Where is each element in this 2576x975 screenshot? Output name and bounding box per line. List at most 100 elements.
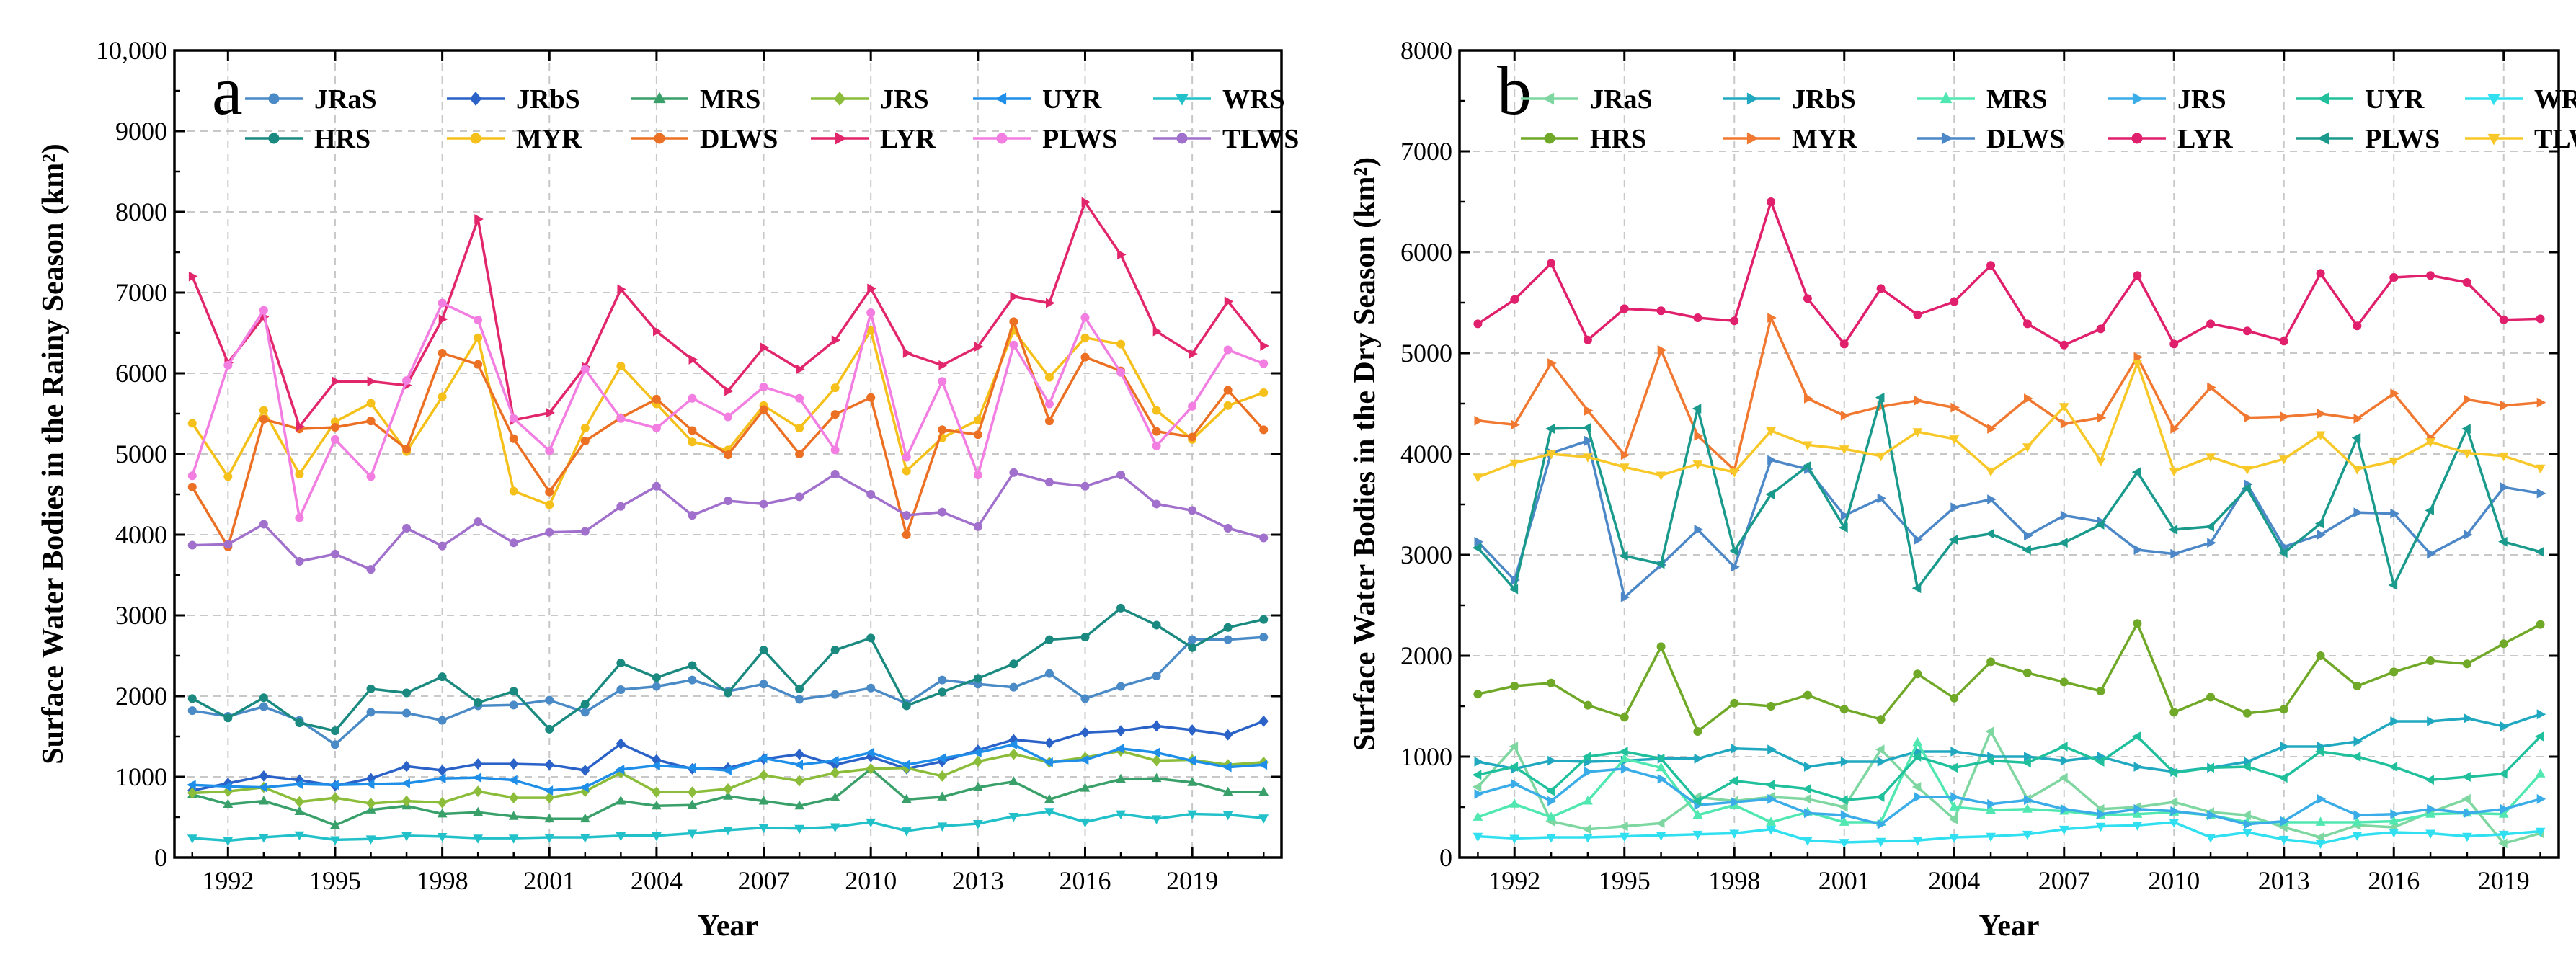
data-point	[187, 540, 197, 550]
data-point	[2058, 742, 2068, 752]
data-point	[1767, 455, 1777, 466]
data-point	[2426, 656, 2435, 665]
data-point	[2316, 651, 2325, 660]
data-point	[2279, 337, 2288, 346]
data-point	[1839, 445, 1849, 455]
data-point	[2207, 810, 2216, 821]
data-point	[1655, 818, 1665, 829]
data-point	[2060, 510, 2070, 521]
data-point	[2461, 793, 2471, 804]
data-point	[580, 708, 590, 717]
data-point	[2353, 810, 2363, 821]
data-point	[938, 687, 947, 697]
legend-item-myr: MYR	[1723, 124, 1857, 154]
data-point	[2278, 835, 2289, 845]
data-point	[866, 308, 876, 317]
legend-label: MYR	[516, 124, 582, 154]
data-point	[2280, 742, 2290, 752]
data-point	[867, 283, 876, 294]
data-point	[2500, 803, 2510, 814]
panel-letter: b	[1497, 52, 1532, 129]
data-point	[1547, 796, 1557, 806]
data-point	[2169, 819, 2180, 828]
y-tick-label: 2000	[115, 682, 167, 711]
data-point	[330, 819, 340, 829]
data-point	[1986, 804, 1996, 814]
data-point	[972, 781, 983, 791]
data-point	[1188, 401, 1197, 411]
data-point	[759, 405, 768, 414]
data-point	[2095, 520, 2105, 530]
data-point	[2022, 545, 2031, 555]
data-point	[1222, 811, 1233, 821]
data-point	[402, 445, 412, 454]
data-point	[1080, 633, 1090, 642]
data-point	[2499, 315, 2508, 324]
data-point	[2169, 467, 2180, 477]
data-point	[2022, 668, 2032, 677]
data-point	[2498, 838, 2508, 849]
data-point	[366, 472, 376, 481]
data-point	[830, 445, 840, 455]
data-point	[1767, 744, 1777, 755]
data-point	[473, 806, 484, 816]
data-point	[2317, 530, 2327, 540]
data-point	[474, 316, 483, 325]
data-point	[366, 565, 376, 574]
data-point	[1619, 821, 1628, 832]
data-point	[724, 450, 732, 460]
data-point	[830, 470, 840, 478]
data-point	[544, 834, 555, 843]
data-point	[1875, 744, 1885, 755]
data-point	[1655, 753, 1665, 764]
legend-item-uyr: UYR	[2296, 84, 2425, 115]
series-line	[1477, 730, 2541, 845]
data-point	[2280, 411, 2290, 422]
data-point	[686, 762, 696, 773]
data-point	[2500, 482, 2510, 493]
data-point	[545, 724, 554, 734]
data-point	[401, 778, 410, 788]
data-point	[1987, 798, 1997, 809]
data-point	[1839, 816, 1849, 826]
data-point	[1875, 452, 1886, 462]
x-tick-label: 1992	[1488, 866, 1540, 895]
data-point	[1656, 642, 1666, 651]
data-point	[2205, 521, 2214, 532]
data-point	[2390, 809, 2399, 819]
data-point	[437, 808, 448, 818]
data-point	[1839, 705, 1849, 714]
data-point	[438, 716, 447, 725]
data-point	[223, 472, 233, 481]
y-axis-title: Surface Water Bodies in the Rainy Season…	[37, 143, 70, 765]
data-point	[973, 430, 982, 440]
data-point	[1260, 341, 1269, 351]
y-tick-label: 8000	[115, 197, 167, 226]
data-point	[1188, 506, 1197, 515]
data-point	[723, 783, 733, 795]
data-point	[2131, 731, 2141, 742]
legend-item-jras: JRaS	[245, 84, 377, 115]
data-point	[1259, 633, 1269, 642]
grid	[1460, 50, 2559, 858]
data-point	[258, 795, 269, 805]
data-point	[2278, 548, 2288, 558]
data-point	[901, 760, 910, 770]
data-point	[1151, 815, 1162, 824]
legend-swatch-marker	[2317, 132, 2329, 145]
legend-label: TLWS	[1222, 124, 1299, 154]
data-point	[2024, 530, 2033, 541]
series-line	[192, 471, 1264, 571]
data-point	[1914, 535, 1924, 545]
data-point	[972, 747, 982, 758]
data-point	[1547, 755, 1557, 766]
data-point	[1008, 776, 1019, 785]
data-point	[1259, 425, 1269, 435]
data-point	[1259, 388, 1269, 397]
series-line	[1477, 767, 2541, 826]
data-point	[2022, 757, 2031, 768]
data-point	[2425, 775, 2434, 785]
data-point	[723, 791, 733, 800]
data-point	[830, 823, 840, 833]
data-point	[1875, 792, 1885, 802]
